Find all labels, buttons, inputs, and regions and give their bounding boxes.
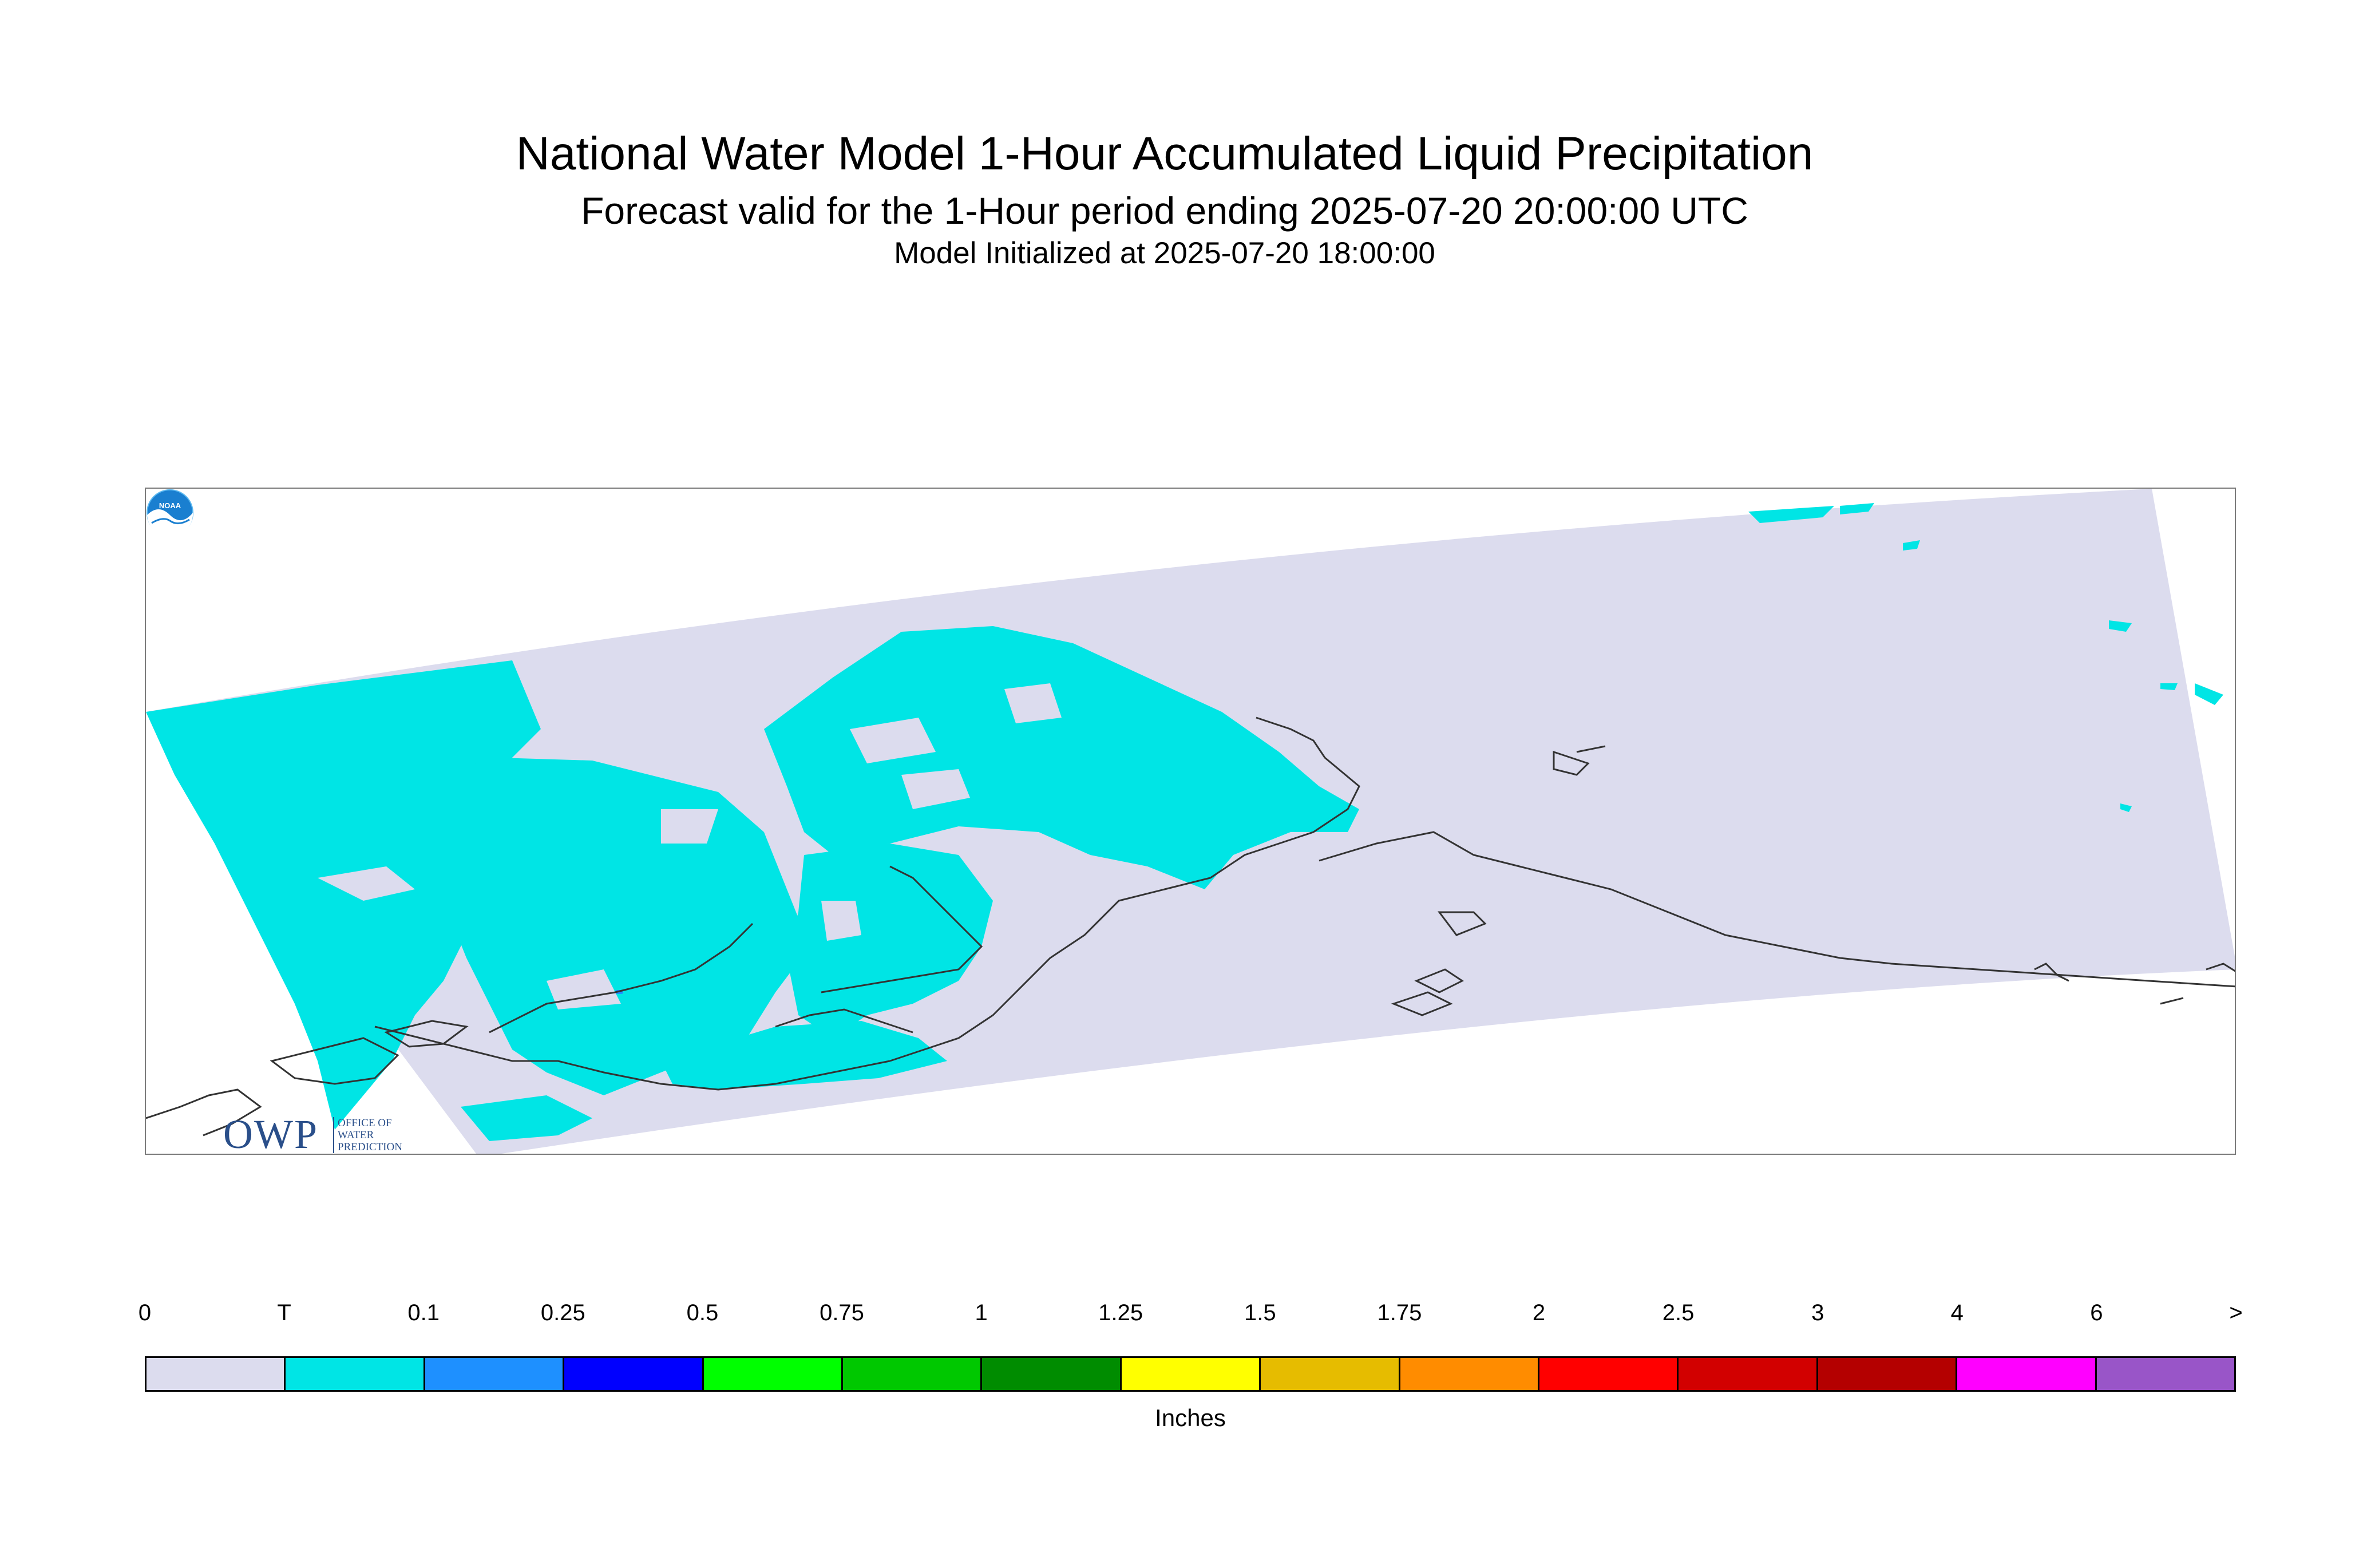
no-precip-gaps: [318, 683, 1062, 1009]
legend-swatch: [1679, 1358, 1818, 1390]
precipitation-legend: 0 T 0.1 0.25 0.5 0.75 1 1.25 1.5 1.75 2 2.5 3 4 6 > Inc…: [138, 1300, 2243, 1449]
legend-color-bar: [145, 1356, 2236, 1392]
noaa-logo-text: NOAA: [159, 501, 181, 510]
owp-logo-subtitle: OFFICE OF WATER PREDICTION: [333, 1117, 402, 1153]
legend-tick-label: 1.25: [1098, 1300, 1143, 1325]
legend-swatch: [982, 1358, 1122, 1390]
coastlines: [146, 716, 2235, 1137]
legend-tick-label: 6: [2090, 1300, 2103, 1325]
trace-precipitation-areas: [146, 503, 2223, 1141]
map-title: National Water Model 1-Hour Accumulated …: [516, 128, 1814, 180]
precipitation-map: OWP OFFICE OF WATER PREDICTION NOAA: [145, 488, 2236, 1155]
legend-swatch: [1957, 1358, 2097, 1390]
legend-swatch: [564, 1358, 704, 1390]
legend-tick-label: 0: [138, 1300, 152, 1325]
legend-swatch: [843, 1358, 983, 1390]
legend-tick-label: 0.1: [407, 1300, 440, 1325]
owp-subtitle-line: PREDICTION: [338, 1141, 402, 1153]
legend-tick-label: 0.5: [686, 1300, 719, 1325]
legend-tick-label: 2.5: [1662, 1300, 1695, 1325]
legend-tick-label: 2: [1532, 1300, 1546, 1325]
owp-subtitle-line: OFFICE OF: [338, 1117, 392, 1129]
legend-swatch: [1121, 1358, 1261, 1390]
legend-tick-label: 1: [975, 1300, 988, 1325]
map-canvas: [146, 489, 2235, 1154]
legend-swatch: [1261, 1358, 1400, 1390]
legend-swatch: [1400, 1358, 1540, 1390]
legend-tick-label: T: [277, 1300, 291, 1325]
legend-tick-label: 0.25: [540, 1300, 585, 1325]
owp-logo-letters: OWP: [223, 1111, 318, 1155]
owp-logo: OWP OFFICE OF WATER PREDICTION: [223, 1111, 429, 1155]
legend-tick-label: 1.5: [1244, 1300, 1276, 1325]
noaa-logo: NOAA: [147, 489, 193, 537]
legend-swatch: [2096, 1358, 2235, 1390]
legend-tick-label: >: [2229, 1300, 2243, 1325]
legend-swatch: [1539, 1358, 1679, 1390]
model-initialized-subtitle: Model Initialized at 2025-07-20 18:00:00: [894, 236, 1435, 270]
owp-subtitle-line: WATER: [338, 1129, 374, 1141]
legend-tick-label: 3: [1811, 1300, 1824, 1325]
legend-swatch: [425, 1358, 565, 1390]
legend-swatch: [703, 1358, 844, 1390]
forecast-valid-subtitle: Forecast valid for the 1-Hour period end…: [581, 189, 1748, 232]
legend-swatch: [286, 1358, 425, 1390]
legend-swatch: [147, 1358, 286, 1390]
legend-unit-label: Inches: [1155, 1404, 1226, 1431]
legend-tick-label: 1.75: [1377, 1300, 1422, 1325]
legend-tick-label: 0.75: [820, 1300, 864, 1325]
legend-swatch: [1818, 1358, 1958, 1390]
legend-tick-label: 4: [1950, 1300, 1964, 1325]
